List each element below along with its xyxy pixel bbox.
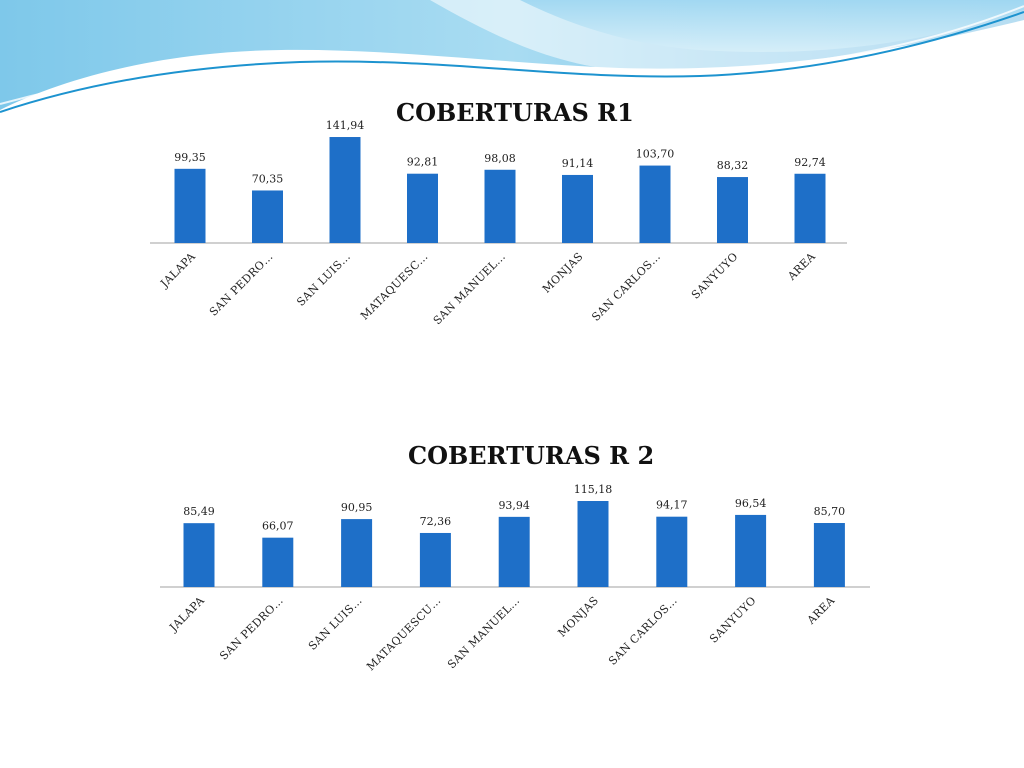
bar-0 bbox=[183, 523, 215, 587]
bar-6 bbox=[639, 165, 671, 243]
data-label-2: 90,95 bbox=[341, 501, 373, 514]
data-label-8: 92,74 bbox=[794, 156, 826, 169]
category-label-6: SAN CARLOS… bbox=[589, 250, 663, 324]
bar-8 bbox=[813, 523, 845, 587]
data-label-5: 115,18 bbox=[574, 483, 613, 496]
data-label-4: 93,94 bbox=[498, 499, 530, 512]
category-label-2: SAN LUIS… bbox=[294, 250, 353, 309]
category-label-7: SANYUYO bbox=[689, 250, 741, 302]
data-label-1: 70,35 bbox=[252, 172, 284, 185]
bar-4 bbox=[484, 169, 516, 243]
chart-title-r2: COBERTURAS R 2 bbox=[408, 441, 655, 470]
category-label-8: AREA bbox=[785, 249, 819, 283]
category-label-0: JALAPA bbox=[157, 249, 198, 290]
category-label-6: SAN CARLOS… bbox=[606, 594, 680, 668]
category-label-5: MONJAS bbox=[555, 594, 601, 640]
category-label-4: SAN MANUEL… bbox=[445, 594, 522, 671]
data-label-0: 85,49 bbox=[183, 505, 215, 518]
bar-3 bbox=[419, 532, 451, 587]
bar-8 bbox=[794, 173, 826, 243]
data-label-1: 66,07 bbox=[262, 520, 294, 533]
data-label-7: 88,32 bbox=[717, 159, 749, 172]
data-label-3: 92,81 bbox=[407, 156, 439, 169]
bar-7 bbox=[735, 514, 767, 587]
category-label-0: JALAPA bbox=[166, 593, 207, 634]
data-label-0: 99,35 bbox=[174, 151, 206, 164]
bar-chart-r2: 85,49 JALAPA 66,07 SAN PEDRO… 90,95 SAN LUIS…… bbox=[160, 483, 870, 673]
bar-2 bbox=[341, 519, 373, 587]
bar-2 bbox=[329, 137, 361, 243]
chart-title-r1: COBERTURAS R1 bbox=[396, 98, 634, 127]
bar-7 bbox=[717, 177, 748, 243]
category-label-1: SAN PEDRO… bbox=[207, 250, 276, 319]
bar-5 bbox=[562, 174, 593, 243]
bar-5 bbox=[577, 500, 609, 587]
category-label-7: SANYUYO bbox=[707, 594, 759, 646]
category-label-2: SAN LUIS… bbox=[306, 594, 365, 653]
bar-4 bbox=[498, 516, 530, 587]
bar-chart-r1: 99,35 JALAPA 70,35 SAN PEDRO… 141,94 SAN LUIS… bbox=[150, 119, 847, 327]
category-label-3: MATAQUESC… bbox=[358, 250, 431, 323]
bar-1 bbox=[262, 537, 294, 587]
data-label-8: 85,70 bbox=[814, 505, 846, 518]
bar-1 bbox=[252, 190, 283, 243]
category-label-8: AREA bbox=[804, 593, 838, 627]
bar-6 bbox=[656, 516, 688, 587]
category-label-5: MONJAS bbox=[540, 250, 586, 296]
bar-3 bbox=[407, 173, 438, 243]
data-label-6: 94,17 bbox=[656, 499, 688, 512]
category-label-1: SAN PEDRO… bbox=[217, 594, 286, 663]
data-label-4: 98,08 bbox=[484, 152, 516, 165]
category-label-4: SAN MANUEL… bbox=[431, 250, 508, 327]
data-label-5: 91,14 bbox=[562, 157, 594, 170]
bar-0 bbox=[174, 168, 206, 243]
data-label-6: 103,70 bbox=[636, 148, 675, 161]
data-label-2: 141,94 bbox=[326, 119, 365, 132]
data-label-3: 72,36 bbox=[420, 515, 452, 528]
data-label-7: 96,54 bbox=[735, 497, 767, 510]
category-label-3: MATAQUESCU… bbox=[364, 594, 443, 673]
